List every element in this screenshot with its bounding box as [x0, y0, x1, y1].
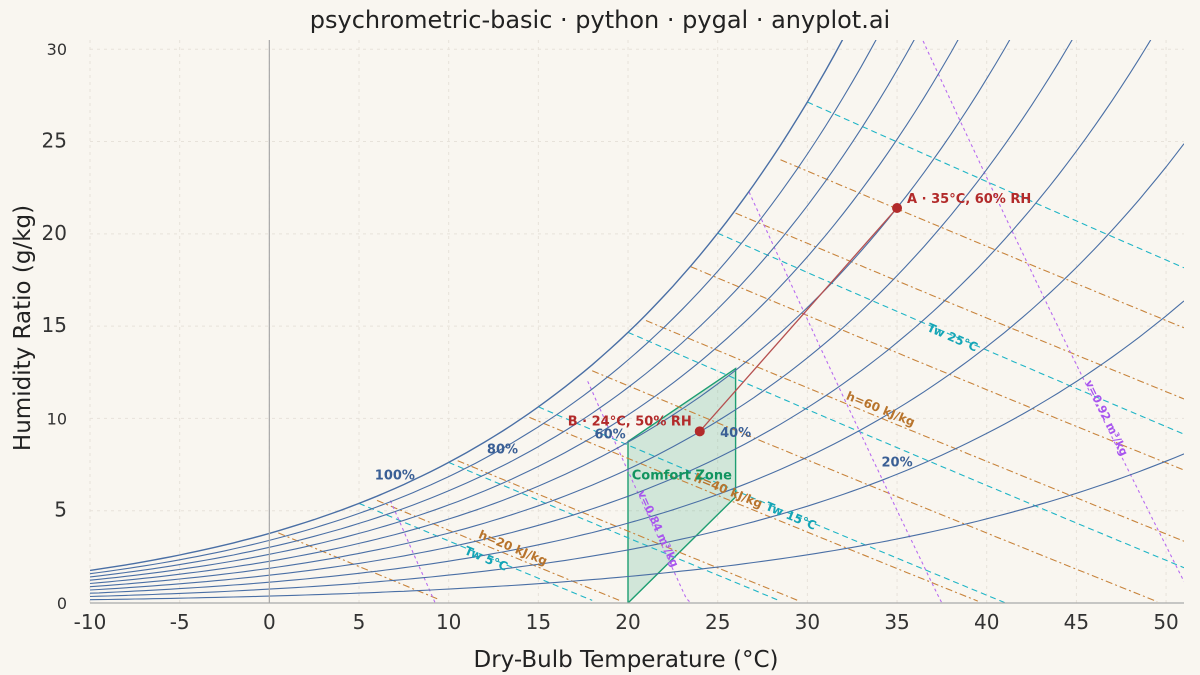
- rh-curve-10: [90, 453, 1184, 601]
- y-tick-label: 30: [47, 40, 67, 59]
- x-tick-label: 20: [615, 610, 640, 634]
- property-lines: [90, 40, 1184, 603]
- rh-curve-100: [90, 40, 844, 572]
- state-point-B: [694, 426, 705, 437]
- x-axis-label: Dry-Bulb Temperature (°C): [473, 647, 778, 673]
- specific-volume-line: [922, 40, 1184, 582]
- wet-bulb-line: [448, 461, 781, 602]
- state-points: A · 35°C, 60% RH B · 24°C, 50% RH: [568, 192, 1031, 437]
- rh-curve-60: [90, 40, 1011, 585]
- rh-curve-90: [90, 40, 877, 575]
- enthalpy-line: [780, 159, 1184, 329]
- x-tick-label: 50: [1153, 610, 1178, 634]
- rh-label: 60%: [595, 428, 626, 443]
- y-tick-label: 20: [42, 221, 67, 245]
- wet-bulb-line: [538, 406, 1005, 603]
- x-tick-label: 30: [795, 610, 820, 634]
- x-tick-label: 45: [1064, 610, 1089, 634]
- y-tick-label: 5: [54, 498, 67, 522]
- state-point-A: [892, 202, 903, 213]
- x-tick-label: 40: [974, 610, 999, 634]
- enthalpy-line: [645, 319, 1184, 542]
- rh-label: 20%: [881, 455, 912, 470]
- y-tick-label: 0: [57, 594, 67, 613]
- axes: -10 -5 0 5 10 15 20 25 30 35 40 45 50 0 5 10 15 20 25 30: [42, 40, 1184, 634]
- specific-volume-line: [587, 381, 692, 603]
- x-tick-label: -5: [170, 610, 190, 634]
- enthalpy-line: [457, 460, 799, 602]
- rh-curve-30: [90, 143, 1184, 594]
- rh-label: 100%: [375, 468, 415, 483]
- x-tick-label: 35: [884, 610, 909, 634]
- y-tick-label: 10: [47, 409, 67, 428]
- x-tick-label: 25: [705, 610, 730, 634]
- rh-curve-20: [90, 300, 1184, 598]
- rh-curve-80: [90, 40, 915, 578]
- rh-curve-50: [90, 40, 1073, 588]
- enthalpy-line: [591, 370, 1158, 603]
- x-tick-label: 15: [526, 610, 551, 634]
- x-tick-label: 0: [263, 610, 276, 634]
- rh-curve-40: [90, 40, 1152, 591]
- wet-bulb-line: [358, 502, 593, 601]
- state-point-label-B: B · 24°C, 50% RH: [568, 414, 692, 429]
- enthalpy-line: [278, 532, 440, 601]
- x-tick-label: 10: [436, 610, 461, 634]
- wet-bulb-line: [627, 331, 1184, 569]
- comfort-zone-label: Comfort Zone: [632, 468, 732, 483]
- wet-bulb-line: [807, 101, 1184, 269]
- x-tick-label: -10: [74, 610, 107, 634]
- y-tick-label: 25: [42, 129, 67, 153]
- x-tick-label: 5: [353, 610, 366, 634]
- state-point-label-A: A · 35°C, 60% RH: [907, 192, 1031, 207]
- enthalpy-line: [376, 499, 620, 601]
- specific-volume-line: [389, 500, 436, 603]
- process-line: [699, 207, 898, 432]
- wet-bulb-line: [717, 232, 1184, 435]
- enthalpy-line: [735, 212, 1184, 400]
- y-tick-label: 15: [42, 313, 67, 337]
- chart-title: psychrometric-basic · python · pygal · a…: [310, 6, 890, 34]
- rh-label: 40%: [720, 426, 751, 441]
- y-axis-label: Humidity Ratio (g/kg): [10, 205, 36, 451]
- rh-curve-70: [90, 40, 959, 581]
- enthalpy-line: [529, 416, 979, 602]
- rh-label: 80%: [487, 442, 518, 457]
